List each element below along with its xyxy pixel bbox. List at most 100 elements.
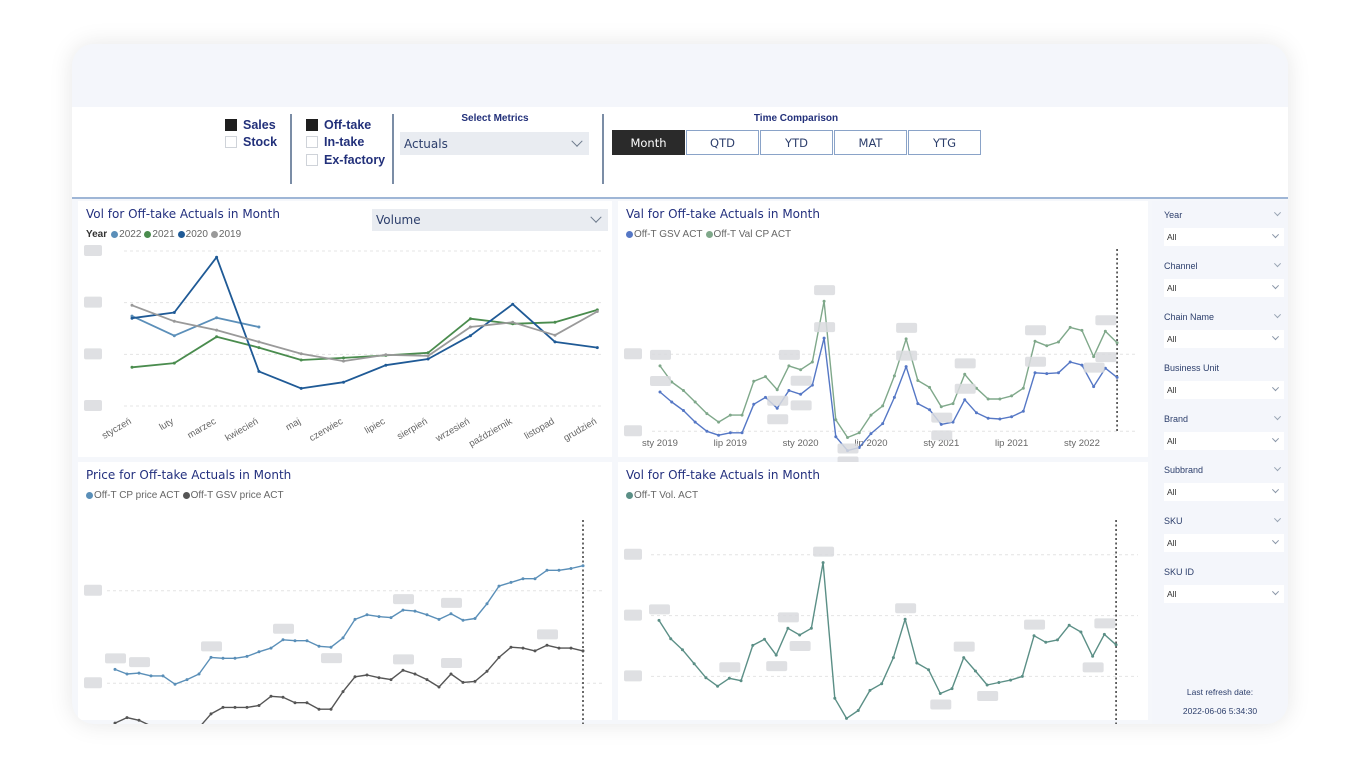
tab-mat[interactable]: MAT	[834, 130, 907, 155]
data-point[interactable]	[752, 402, 756, 406]
data-point[interactable]	[728, 431, 732, 435]
data-point[interactable]	[137, 671, 141, 675]
data-point[interactable]	[1103, 329, 1107, 333]
data-point[interactable]	[692, 662, 696, 666]
data-point[interactable]	[197, 672, 201, 676]
data-point[interactable]	[257, 325, 261, 329]
data-point[interactable]	[1067, 623, 1071, 627]
data-point[interactable]	[1044, 640, 1048, 644]
filter-dropdown[interactable]: All	[1164, 534, 1284, 552]
data-point[interactable]	[377, 676, 381, 680]
data-point[interactable]	[1045, 344, 1049, 348]
data-point[interactable]	[269, 694, 273, 698]
data-point[interactable]	[113, 721, 117, 724]
data-point[interactable]	[751, 643, 755, 647]
data-point[interactable]	[305, 639, 309, 643]
data-point[interactable]	[787, 389, 791, 392]
data-point[interactable]	[869, 432, 873, 436]
data-point[interactable]	[299, 358, 303, 362]
data-point[interactable]	[172, 311, 176, 314]
data-point[interactable]	[916, 379, 920, 382]
data-point[interactable]	[951, 420, 955, 424]
data-point[interactable]	[533, 649, 537, 653]
data-point[interactable]	[752, 379, 756, 383]
data-point[interactable]	[257, 340, 261, 344]
filter-dropdown[interactable]: All	[1164, 432, 1284, 450]
data-point[interactable]	[377, 615, 381, 619]
data-point[interactable]	[299, 386, 303, 390]
data-point[interactable]	[928, 408, 932, 412]
data-point[interactable]	[986, 416, 990, 420]
data-point[interactable]	[257, 704, 261, 707]
tab-ytg[interactable]: YTG	[908, 130, 981, 155]
data-point[interactable]	[856, 709, 860, 712]
data-point[interactable]	[928, 385, 932, 389]
data-point[interactable]	[137, 718, 141, 722]
data-point[interactable]	[881, 404, 885, 408]
data-point[interactable]	[215, 328, 219, 332]
data-point[interactable]	[401, 608, 405, 612]
series-line-2020[interactable]	[131, 256, 598, 390]
legend-item[interactable]: Off-T GSV price ACT	[182, 490, 284, 501]
data-point[interactable]	[305, 701, 309, 705]
legend-item[interactable]: 2022	[111, 229, 141, 240]
data-point[interactable]	[172, 319, 176, 323]
data-point[interactable]	[763, 395, 767, 399]
data-point[interactable]	[1091, 654, 1095, 658]
data-point[interactable]	[425, 678, 429, 682]
data-point[interactable]	[986, 397, 990, 401]
data-point[interactable]	[413, 672, 417, 676]
data-point[interactable]	[557, 568, 561, 572]
data-point[interactable]	[1045, 372, 1049, 376]
data-point[interactable]	[1021, 386, 1025, 390]
data-point[interactable]	[1080, 363, 1084, 367]
data-point[interactable]	[461, 618, 465, 622]
data-point[interactable]	[426, 354, 430, 358]
data-point[interactable]	[716, 684, 720, 688]
data-point[interactable]	[257, 346, 261, 350]
data-point[interactable]	[869, 413, 873, 417]
data-point[interactable]	[939, 422, 943, 426]
data-point[interactable]	[670, 400, 674, 404]
legend-item[interactable]: Off-T GSV ACT	[626, 229, 703, 240]
data-point[interactable]	[1056, 371, 1060, 375]
data-point[interactable]	[342, 359, 345, 363]
series-line-off-t-cp-price-act[interactable]	[114, 565, 584, 685]
data-point[interactable]	[161, 674, 165, 678]
data-point[interactable]	[1009, 678, 1013, 682]
chevron-down-icon[interactable]	[1273, 310, 1282, 318]
data-point[interactable]	[833, 696, 837, 700]
data-point[interactable]	[1055, 638, 1059, 642]
data-point[interactable]	[740, 431, 744, 435]
data-point[interactable]	[1020, 674, 1024, 678]
data-point[interactable]	[763, 375, 767, 379]
tab-ytd[interactable]: YTD	[760, 130, 833, 155]
data-point[interactable]	[658, 364, 662, 368]
data-point[interactable]	[221, 705, 225, 709]
data-point[interactable]	[1010, 415, 1014, 419]
data-point[interactable]	[810, 360, 814, 364]
data-point[interactable]	[657, 618, 661, 622]
data-point[interactable]	[963, 398, 967, 402]
data-point[interactable]	[130, 314, 134, 318]
data-point[interactable]	[1080, 328, 1084, 332]
data-point[interactable]	[939, 405, 943, 409]
chevron-down-icon[interactable]	[1273, 463, 1282, 471]
checkbox-ex-factory[interactable]: Ex-factory	[306, 151, 385, 169]
data-point[interactable]	[299, 352, 303, 356]
data-point[interactable]	[485, 669, 489, 673]
data-point[interactable]	[221, 656, 225, 660]
data-point[interactable]	[799, 392, 803, 396]
measure-dropdown[interactable]: Volume	[372, 209, 608, 231]
series-line-2022[interactable]	[131, 315, 260, 337]
series-line-off-t-gsv-act[interactable]	[659, 337, 1118, 452]
data-point[interactable]	[880, 682, 884, 686]
data-point[interactable]	[1068, 325, 1072, 329]
data-point[interactable]	[845, 716, 849, 720]
chevron-down-icon[interactable]	[1273, 412, 1282, 420]
data-point[interactable]	[545, 643, 549, 647]
data-point[interactable]	[680, 648, 684, 652]
tab-month[interactable]: Month	[612, 130, 685, 155]
data-point[interactable]	[857, 431, 861, 435]
data-point[interactable]	[705, 412, 709, 416]
